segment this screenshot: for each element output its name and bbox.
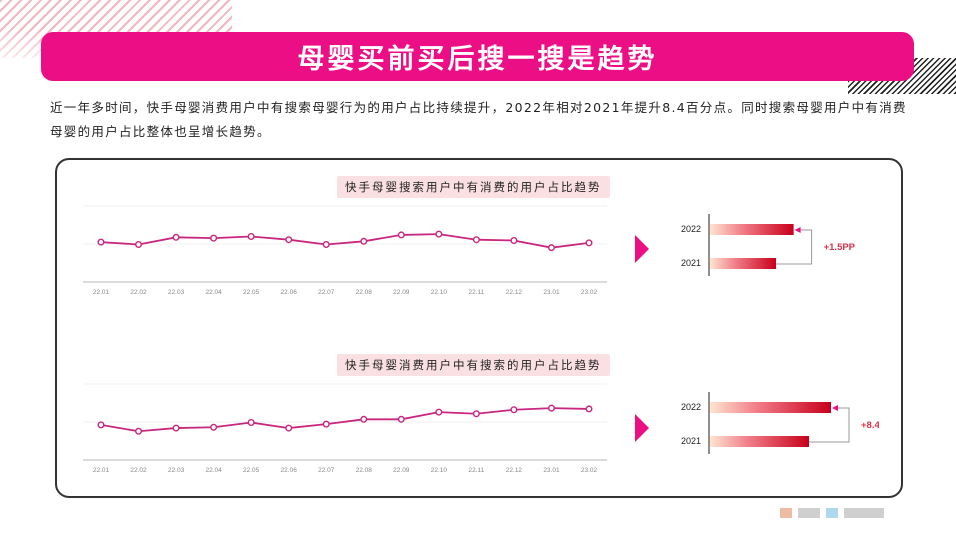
svg-text:22.06: 22.06 [281,289,298,296]
svg-text:22.10: 22.10 [431,467,448,474]
data-point [510,406,518,414]
svg-text:22.12: 22.12 [506,289,523,296]
data-point [97,238,105,246]
data-point [210,423,218,431]
svg-text:22.01: 22.01 [93,289,110,296]
line-chart-bottom: 22.01 22.02 22.03 22.04 22.05 22.06 22.07 22.08… [83,383,607,474]
svg-text:+1.5PP: +1.5PP [824,242,856,253]
data-point [547,404,555,412]
svg-text:23.02: 23.02 [581,289,598,296]
svg-text:23.01: 23.01 [543,467,560,474]
pointer-arrow-icon [635,414,649,442]
svg-text:22.02: 22.02 [130,467,147,474]
svg-text:22.11: 22.11 [468,289,484,296]
svg-text:22.12: 22.12 [506,467,523,474]
svg-text:2022: 2022 [681,224,701,234]
svg-text:22.02: 22.02 [130,289,147,296]
data-point [435,230,443,238]
chart-title-bottom: 快手母婴消费用户中有搜索的用户占比趋势 [337,354,610,376]
svg-text:22.08: 22.08 [356,289,373,296]
svg-text:2021: 2021 [681,258,701,268]
svg-text:22.11: 22.11 [468,467,484,474]
svg-text:+8.4PP: +8.4PP [861,420,879,431]
data-point [172,233,180,241]
data-point [210,234,218,242]
watermark [780,508,884,518]
line-chart-top: 22.01 22.02 22.03 22.04 22.05 22.06 22.07 22.08… [83,205,607,296]
data-point [360,237,368,245]
svg-text:22.01: 22.01 [93,467,110,474]
svg-text:22.04: 22.04 [205,467,222,474]
data-point [322,420,330,428]
svg-text:2021: 2021 [681,436,701,446]
data-point [397,231,405,239]
svg-text:22.09: 22.09 [393,467,410,474]
svg-text:22.04: 22.04 [205,289,222,296]
svg-text:22.07: 22.07 [318,289,335,296]
svg-text:23.02: 23.02 [581,467,598,474]
data-point [585,239,593,247]
svg-text:22.03: 22.03 [168,289,185,296]
data-point [285,236,293,244]
data-point [322,240,330,248]
data-point [547,244,555,252]
svg-text:22.09: 22.09 [393,289,410,296]
data-point [172,424,180,432]
svg-text:22.07: 22.07 [318,467,335,474]
data-point [97,421,105,429]
data-point [472,236,480,244]
chart-title-top: 快手母婴搜索用户中有消费的用户占比趋势 [337,176,610,198]
data-point [247,233,255,241]
title-banner: 母婴买前买后搜一搜是趋势 [41,32,914,81]
svg-text:22.08: 22.08 [356,467,373,474]
description-text: 近一年多时间，快手母婴消费用户中有搜索母婴行为的用户占比持续提升，2022年相对… [50,100,907,139]
data-point [472,410,480,418]
bar-compare-bottom: 2022 2021 +8.4PP [681,392,879,454]
data-point [247,418,255,426]
svg-text:23.01: 23.01 [543,289,560,296]
page-title: 母婴买前买后搜一搜是趋势 [297,44,658,75]
svg-text:22.05: 22.05 [243,289,260,296]
charts-card: 快手母婴搜索用户中有消费的用户占比趋势 22.01 22.02 22.03 22.04… [55,158,903,498]
svg-text:22.10: 22.10 [431,289,448,296]
data-point [285,424,293,432]
data-point [135,427,143,435]
data-point [397,415,405,423]
bar-compare-top: 2022 2021 +1.5PP [681,214,856,276]
data-point [135,240,143,248]
data-point [360,415,368,423]
svg-text:2022: 2022 [681,402,701,412]
pointer-arrow-icon [635,235,649,263]
data-point [435,408,443,416]
svg-text:22.05: 22.05 [243,467,260,474]
svg-text:22.03: 22.03 [168,467,185,474]
data-point [585,405,593,413]
data-point [510,237,518,245]
svg-text:22.06: 22.06 [281,467,298,474]
